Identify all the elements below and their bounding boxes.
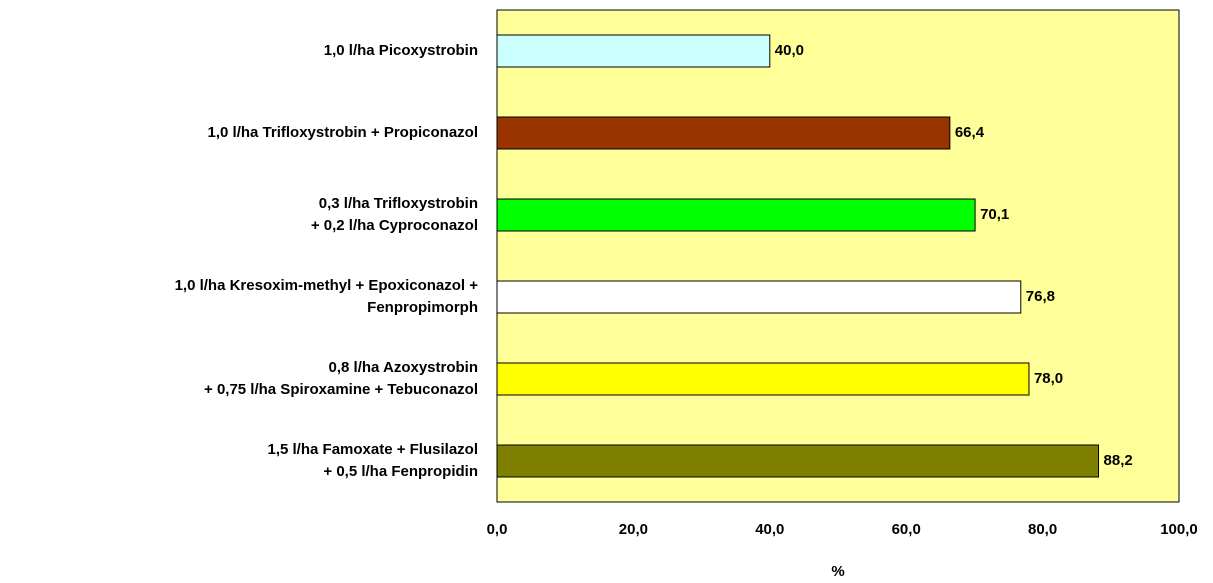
y-tick-label: 0,8 l/ha Azoxystrobin xyxy=(329,359,478,376)
x-tick-label: 80,0 xyxy=(1028,521,1057,538)
y-tick-label: + 0,75 l/ha Spiroxamine + Tebuconazol xyxy=(204,381,478,398)
bar xyxy=(496,116,951,150)
bar xyxy=(496,444,1100,478)
x-axis-label: % xyxy=(831,563,844,580)
x-tick-label: 20,0 xyxy=(619,521,648,538)
bar xyxy=(496,34,771,68)
y-tick-label: 1,0 l/ha Kresoxim-methyl + Epoxiconazol … xyxy=(175,277,479,294)
plot-area xyxy=(496,9,1180,503)
value-label: 78,0 xyxy=(1034,370,1063,387)
bar xyxy=(496,362,1030,396)
x-tick-label: 0,0 xyxy=(487,521,508,538)
y-tick-label: 1,5 l/ha Famoxate + Flusilazol xyxy=(268,441,479,458)
y-tick-label: Fenpropimorph xyxy=(367,299,478,316)
y-tick-label: 1,0 l/ha Picoxystrobin xyxy=(324,42,478,59)
value-label: 66,4 xyxy=(955,124,985,141)
x-tick-label: 100,0 xyxy=(1160,521,1198,538)
bar xyxy=(496,280,1022,314)
y-tick-label: 1,0 l/ha Trifloxystrobin + Propiconazol xyxy=(208,124,478,141)
y-tick-label: + 0,5 l/ha Fenpropidin xyxy=(323,463,478,480)
x-tick-label: 40,0 xyxy=(755,521,784,538)
value-label: 70,1 xyxy=(980,206,1009,223)
value-label: 76,8 xyxy=(1026,288,1055,305)
value-label: 40,0 xyxy=(775,42,804,59)
value-label: 88,2 xyxy=(1104,452,1133,469)
y-tick-label: + 0,2 l/ha Cyproconazol xyxy=(311,217,478,234)
x-tick-label: 60,0 xyxy=(892,521,921,538)
bar xyxy=(496,198,976,232)
y-tick-label: 0,3 l/ha Trifloxystrobin xyxy=(319,195,478,212)
